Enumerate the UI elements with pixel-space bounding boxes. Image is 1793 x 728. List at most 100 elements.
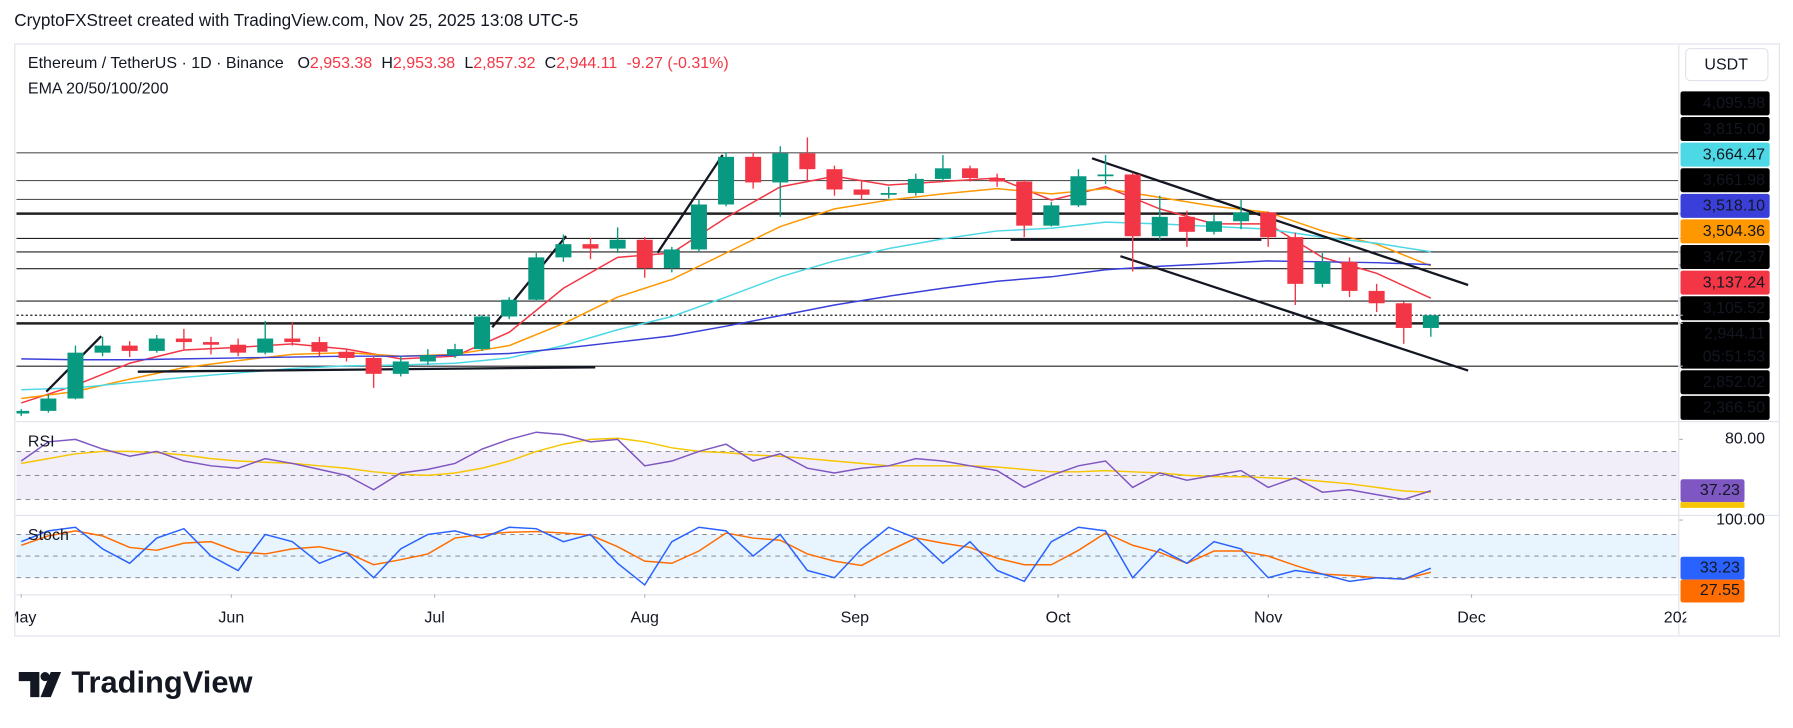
price-label: 3,105.52 xyxy=(1703,300,1765,317)
candle-body xyxy=(1287,237,1304,284)
candle-body xyxy=(907,178,924,194)
last-value-label: 33.23 xyxy=(1700,559,1740,576)
trend-line xyxy=(656,154,724,254)
candle-body xyxy=(1368,290,1385,304)
x-tick-label: 2026 xyxy=(1664,610,1700,627)
legend-line: Ethereum / TetherUS · 1D · Binance O2,953… xyxy=(28,55,729,72)
price-label: 4,095.98 xyxy=(1703,95,1765,112)
trend-line xyxy=(1120,255,1469,372)
candle-body xyxy=(1070,176,1087,206)
candle-body xyxy=(1124,174,1141,237)
currency-button[interactable]: USDT xyxy=(1685,48,1769,82)
price-label-box xyxy=(1680,168,1770,193)
candle-body xyxy=(528,257,545,300)
ohlc-key: L xyxy=(464,55,473,72)
last-value-label: 37.23 xyxy=(1700,482,1740,499)
time-axis: May Jun Jul Aug Sep Oct Nov Dec 2026 xyxy=(6,594,1700,627)
ema-line xyxy=(21,260,1431,361)
brand-logo: TradingView xyxy=(18,665,253,700)
candle-body xyxy=(745,156,762,183)
candle-body xyxy=(1233,212,1250,222)
candle-body xyxy=(392,361,409,374)
candle-body xyxy=(121,345,138,351)
candle-body xyxy=(799,153,816,170)
candle-body xyxy=(175,338,192,343)
last-value-box xyxy=(1680,556,1745,580)
candle-body xyxy=(230,344,247,353)
candle-body xyxy=(690,204,707,250)
candle-body xyxy=(338,351,355,358)
candle-body xyxy=(1043,205,1060,226)
candle-body xyxy=(1395,303,1412,328)
price-label: 3,661.98 xyxy=(1703,172,1765,189)
stoch-pane xyxy=(16,526,1679,587)
indicator-line xyxy=(21,530,1432,580)
price-label: 2,366.50 xyxy=(1703,400,1765,417)
candle-body xyxy=(962,168,979,179)
candle-body xyxy=(1314,261,1331,284)
candle-body xyxy=(772,153,789,183)
x-tick-label: Nov xyxy=(1254,610,1282,627)
candle-body xyxy=(826,169,843,190)
price-label-box xyxy=(1680,142,1770,167)
price-label: 3,518.10 xyxy=(1703,198,1765,215)
price-label: 2,852.02 xyxy=(1703,374,1765,391)
symbol-title: Ethereum / TetherUS · 1D · Binance xyxy=(28,55,284,72)
logo-mark xyxy=(40,672,62,698)
price-label: 2,944.11 xyxy=(1704,326,1765,343)
rsi-pane xyxy=(16,431,1679,501)
bar-countdown: 05:51:53 xyxy=(1703,348,1765,365)
x-tick-label: Sep xyxy=(841,610,870,627)
candle-body xyxy=(989,178,1006,182)
y-tick-label: 80.00 xyxy=(1725,431,1765,448)
candle-body xyxy=(148,338,165,351)
price-label-box xyxy=(1680,370,1770,395)
candle-body xyxy=(880,193,897,195)
candle-body xyxy=(1341,261,1358,291)
currency-label[interactable]: USDT xyxy=(1704,56,1748,73)
trend-line xyxy=(1091,157,1469,287)
candle-body xyxy=(1205,221,1222,232)
candle-body xyxy=(311,342,328,352)
change: -9.27 (-0.31%) xyxy=(626,55,728,72)
candle-body xyxy=(365,357,382,374)
candle-body xyxy=(934,168,951,179)
y-tick-label: 100.00 xyxy=(1716,511,1765,528)
price-label-box xyxy=(1680,296,1770,321)
price-label: 3,472.37 xyxy=(1703,249,1765,266)
last-value-label: 27.55 xyxy=(1700,582,1740,599)
price-label: 3,815.00 xyxy=(1703,121,1765,138)
indicator-title: EMA 20/50/100/200 xyxy=(28,80,169,97)
candle-body xyxy=(94,345,111,353)
logo-mark xyxy=(18,672,40,698)
candle-body xyxy=(419,355,436,362)
candle-body xyxy=(582,244,599,249)
currency-button-box[interactable] xyxy=(1685,48,1769,82)
pane-title: Stoch xyxy=(28,527,69,544)
logo-mark xyxy=(40,672,50,682)
ohlc-key: C xyxy=(545,55,557,72)
candle-body xyxy=(636,239,653,268)
candle-body xyxy=(853,189,870,195)
candle-body xyxy=(718,156,735,205)
price-pane xyxy=(16,137,1679,417)
indicator-line xyxy=(20,526,1432,587)
price-label: 3,504.36 xyxy=(1703,223,1765,240)
candle-body xyxy=(1422,315,1439,328)
price-label-box xyxy=(1680,270,1770,295)
candle-body xyxy=(1151,216,1168,237)
ohlc-key: O xyxy=(297,55,309,72)
credit: CryptoFXStreet created with TradingView.… xyxy=(14,10,578,30)
legend: Ethereum / TetherUS · 1D · Binance O2,953… xyxy=(28,55,729,544)
x-tick-label: May xyxy=(6,610,36,627)
x-tick-label: Jun xyxy=(218,610,244,627)
candle-body xyxy=(555,244,572,258)
candle-body xyxy=(446,349,463,356)
price-label-box xyxy=(1680,395,1770,420)
price-label: 3,664.47 xyxy=(1703,146,1765,163)
ohlc-value: 2,857.32 xyxy=(473,55,535,72)
x-tick-label: Oct xyxy=(1046,610,1071,627)
ohlc-value: 2,953.38 xyxy=(310,55,372,72)
